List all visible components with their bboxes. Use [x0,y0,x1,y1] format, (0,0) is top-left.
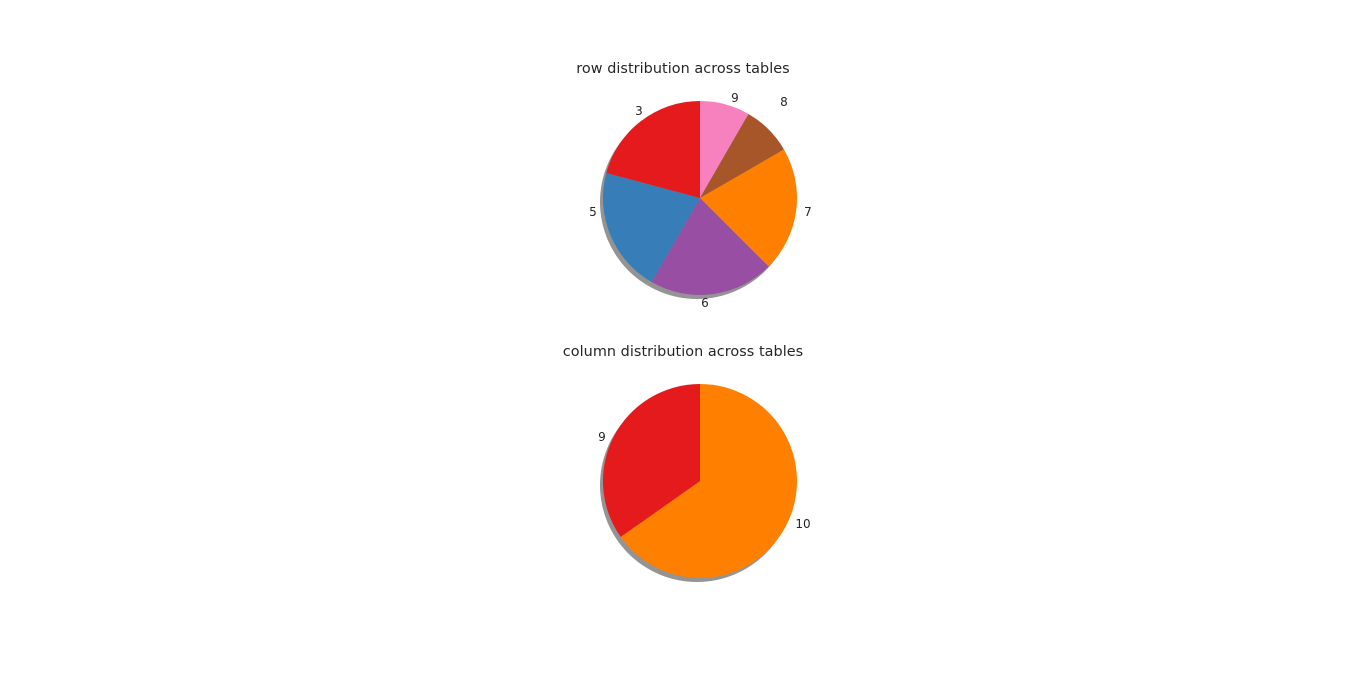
pie-slice-label-6: 6 [701,296,709,310]
pie-slice-label-9: 9 [731,91,739,105]
pie-slice-7[interactable] [700,149,797,267]
pie-svg-column-distribution [600,384,797,582]
pie-slice-label-10: 10 [795,517,811,531]
pie-slice-label-7: 7 [804,205,812,219]
pie-slice-9[interactable] [602,384,700,537]
pie-chart-column-distribution: 10 9 [0,330,1366,674]
axes-row-distribution: row distribution across tables 9 8 7 6 5 3 [0,0,1366,330]
pie-svg-row-distribution [600,101,797,299]
chart-title-column-distribution: column distribution across tables [562,344,804,360]
chart-title-row-distribution: row distribution across tables [576,61,790,77]
pie-slice-9[interactable] [700,101,749,198]
pie-slice-label-3: 3 [635,104,643,118]
axes-column-distribution: column distribution across tables 10 9 [0,330,1366,674]
pie-slice-label-9: 9 [598,430,606,444]
pie-slice-8[interactable] [700,113,784,198]
pie-slice-3[interactable] [606,101,700,198]
pie-slice-label-5: 5 [589,205,597,219]
pie-chart-row-distribution: 9 8 7 6 5 3 [0,0,1366,330]
pie-slice-6[interactable] [651,198,769,295]
pie-slice-5[interactable] [602,172,700,283]
pie-slice-label-8: 8 [780,95,788,109]
pie-slice-10[interactable] [620,384,797,578]
